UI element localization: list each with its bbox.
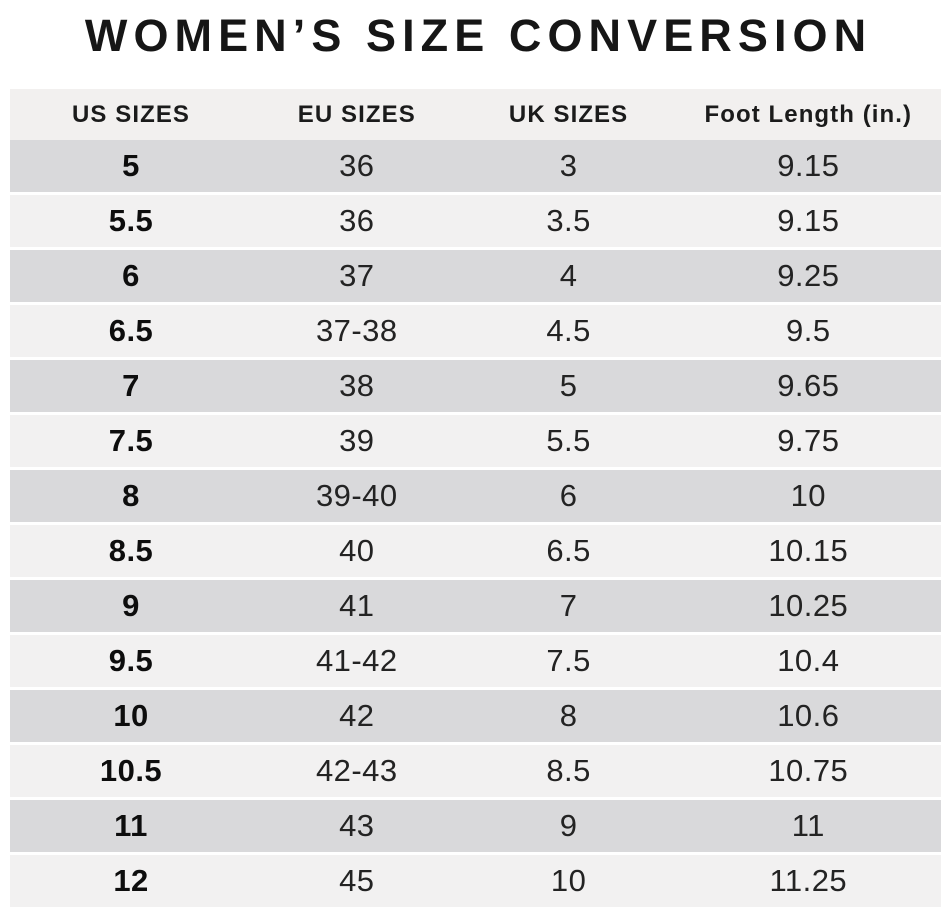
table-row: 10.5 42-43 8.5 10.75 (10, 745, 941, 797)
us-size-cell: 10 (113, 698, 149, 733)
foot-length-cell: 9.75 (777, 423, 840, 458)
table-row: 6.5 37-38 4.5 9.5 (10, 305, 941, 357)
table-row: 9 41 7 10.25 (10, 580, 941, 632)
us-size-cell: 6 (122, 258, 140, 293)
table-row: 7 38 5 9.65 (10, 360, 941, 412)
foot-length-cell: 10.75 (768, 753, 849, 788)
header-uk-sizes: UK SIZES (508, 100, 629, 128)
uk-size-cell: 4.5 (546, 313, 591, 348)
foot-length-cell: 11 (791, 808, 825, 843)
foot-length-cell: 10.6 (777, 698, 840, 733)
uk-size-cell: 5 (559, 368, 578, 403)
table-row: 8 39-40 6 10 (10, 470, 941, 522)
eu-size-cell: 36 (339, 148, 375, 183)
table-row: 5 36 3 9.15 (10, 140, 941, 192)
us-size-cell: 9 (122, 588, 140, 623)
foot-length-cell: 9.15 (777, 148, 840, 183)
uk-size-cell: 6.5 (546, 533, 591, 568)
uk-size-cell: 3.5 (546, 203, 591, 238)
table-row: 9.5 41-42 7.5 10.4 (10, 635, 941, 687)
table-header-row: US SIZES EU SIZES UK SIZES Foot Length (… (10, 89, 941, 140)
us-size-cell: 7.5 (108, 423, 154, 458)
foot-length-cell: 10.15 (768, 533, 849, 568)
uk-size-cell: 10 (550, 863, 587, 898)
page-title: WOMEN’S SIZE CONVERSION (84, 10, 873, 61)
uk-size-cell: 8 (559, 698, 578, 733)
eu-size-cell: 43 (339, 808, 375, 843)
foot-length-cell: 9.65 (777, 368, 840, 403)
us-size-cell: 8.5 (108, 533, 154, 568)
us-size-cell: 9.5 (108, 643, 154, 678)
foot-length-cell: 10.4 (777, 643, 840, 678)
foot-length-cell: 10 (790, 478, 827, 513)
us-size-cell: 10.5 (99, 753, 163, 788)
us-size-cell: 7 (122, 368, 140, 403)
foot-length-cell: 10.25 (768, 588, 849, 623)
uk-size-cell: 4 (559, 258, 578, 293)
uk-size-cell: 6 (559, 478, 578, 513)
us-size-cell: 6.5 (108, 313, 154, 348)
foot-length-cell: 9.15 (777, 203, 840, 238)
table-row: 7.5 39 5.5 9.75 (10, 415, 941, 467)
eu-size-cell: 42-43 (315, 753, 398, 788)
us-size-cell: 5.5 (108, 203, 154, 238)
uk-size-cell: 5.5 (546, 423, 591, 458)
uk-size-cell: 7.5 (546, 643, 591, 678)
us-size-cell: 5 (122, 148, 140, 183)
eu-size-cell: 39 (339, 423, 375, 458)
eu-size-cell: 37-38 (315, 313, 398, 348)
table-row: 12 45 10 11.25 (10, 855, 941, 907)
size-table-body: 5 36 3 9.15 5.5 36 3.5 9.15 6 37 4 9.25 6.5 37-38 4.5 9… (10, 140, 941, 907)
eu-size-cell: 38 (339, 368, 375, 403)
eu-size-cell: 40 (339, 533, 375, 568)
table-row: 8.5 40 6.5 10.15 (10, 525, 941, 577)
eu-size-cell: 41 (339, 588, 375, 623)
eu-size-cell: 41-42 (315, 643, 398, 678)
foot-length-cell: 11.25 (769, 863, 848, 898)
table-row: 11 43 9 11 (10, 800, 941, 852)
size-conversion-table: US SIZES EU SIZES UK SIZES Foot Length (… (10, 89, 941, 907)
header-eu-sizes: EU SIZES (297, 100, 416, 128)
header-us-sizes: US SIZES (72, 100, 191, 128)
uk-size-cell: 8.5 (546, 753, 591, 788)
eu-size-cell: 39-40 (315, 478, 398, 513)
table-row: 10 42 8 10.6 (10, 690, 941, 742)
us-size-cell: 8 (122, 478, 140, 513)
table-row: 5.5 36 3.5 9.15 (10, 195, 941, 247)
foot-length-cell: 9.25 (777, 258, 840, 293)
header-foot-length: Foot Length (in.) (704, 100, 913, 128)
eu-size-cell: 37 (339, 258, 375, 293)
table-row: 6 37 4 9.25 (10, 250, 941, 302)
us-size-cell: 11 (114, 808, 148, 843)
eu-size-cell: 45 (339, 863, 375, 898)
eu-size-cell: 42 (339, 698, 375, 733)
us-size-cell: 12 (113, 863, 149, 898)
eu-size-cell: 36 (339, 203, 375, 238)
uk-size-cell: 7 (559, 588, 578, 623)
foot-length-cell: 9.5 (786, 313, 831, 348)
uk-size-cell: 3 (559, 148, 578, 183)
uk-size-cell: 9 (559, 808, 578, 843)
